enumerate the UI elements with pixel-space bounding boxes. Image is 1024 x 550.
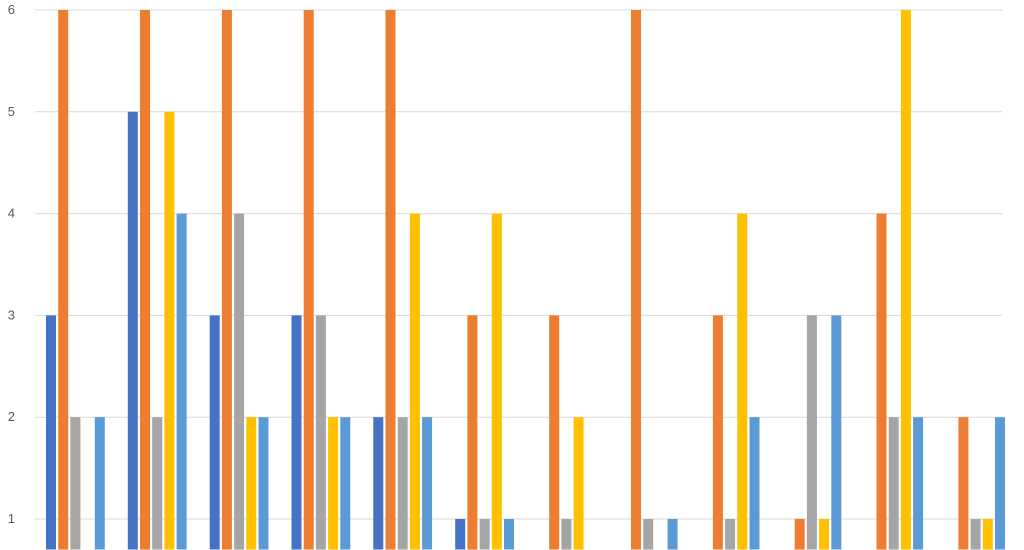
bar [385,10,396,550]
bar [291,315,302,550]
bar [397,417,408,550]
bar [46,315,56,550]
bar [958,417,969,550]
bar [234,213,245,550]
y-tick-label: 6 [8,2,15,17]
bar [303,10,314,550]
bar [221,10,232,550]
bar [561,519,572,550]
bar [409,213,420,550]
y-tick-label: 2 [8,409,15,424]
bar [70,417,81,550]
bar [373,417,384,550]
bar [340,417,351,550]
y-tick-label: 3 [8,307,15,322]
bar [422,417,433,550]
bar [58,10,69,550]
bar [176,213,187,550]
y-tick-label: 5 [8,104,15,119]
bar [504,519,514,550]
bar [328,417,339,550]
bar [209,315,220,550]
bar [491,213,502,550]
y-tick-label: 1 [8,511,15,526]
bar [258,417,269,550]
bar [667,519,678,550]
y-tick-label: 4 [8,206,15,221]
bar [900,10,911,550]
bar [806,315,817,550]
bar [725,519,736,550]
bar [94,417,105,550]
bar [819,519,830,550]
bar [140,10,150,550]
bar [479,519,490,550]
bar [749,417,760,550]
bar [127,111,138,550]
bar [631,10,641,550]
bar [246,417,257,550]
bar [549,315,560,550]
bar [737,213,748,550]
bar [712,315,723,550]
bar [913,417,924,550]
bar [455,519,466,550]
bar [794,519,805,550]
bar [315,315,326,550]
bar [467,315,478,550]
bar [152,417,163,550]
bar [643,519,654,550]
bar [876,213,887,550]
bar [970,519,981,550]
bar [888,417,899,550]
bar [164,111,175,550]
bar [831,315,842,550]
bar [573,417,584,550]
bar [982,519,993,550]
bar [995,417,1005,550]
